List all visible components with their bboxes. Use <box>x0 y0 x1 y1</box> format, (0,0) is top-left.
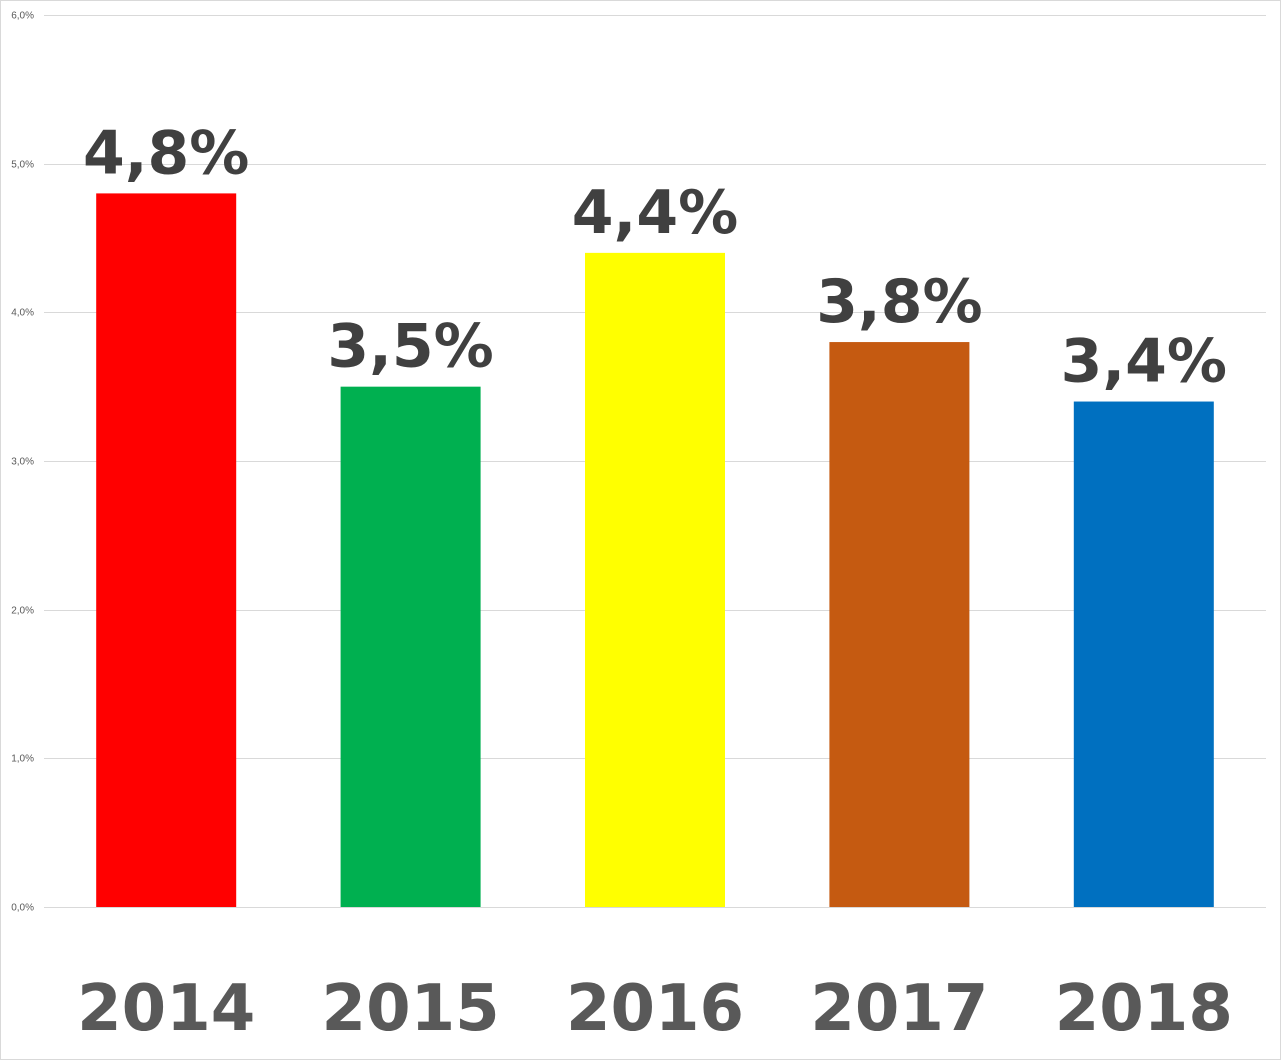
data-labels: 4,8% 3,5% 4,4% 3,8% 3,4% <box>83 118 1227 396</box>
data-label-2015: 3,5% <box>327 312 493 382</box>
bar-2014 <box>96 193 237 907</box>
data-label-2014: 4,8% <box>83 118 249 188</box>
y-axis-tick-labels: 0,0% 1,0% 2,0% 3,0% 4,0% 5,0% 6,0% <box>11 11 34 914</box>
bar-2018 <box>1073 401 1214 907</box>
y-tick-label: 2,0% <box>11 606 34 617</box>
y-tick-label: 1,0% <box>11 754 34 765</box>
data-label-2016: 4,4% <box>572 178 738 248</box>
bar-2017 <box>829 342 970 908</box>
category-label-2014: 2014 <box>77 972 255 1046</box>
bar-2015 <box>340 386 481 908</box>
y-tick-label: 3,0% <box>11 457 34 468</box>
y-tick-label: 0,0% <box>11 903 34 914</box>
x-axis-category-labels: 2014 2015 2016 2017 2018 <box>77 972 1233 1046</box>
category-label-2018: 2018 <box>1055 972 1233 1046</box>
bar-2016 <box>585 252 725 907</box>
data-label-2018: 3,4% <box>1061 327 1227 397</box>
category-label-2016: 2016 <box>566 972 744 1046</box>
category-label-2017: 2017 <box>810 972 988 1046</box>
y-tick-label: 6,0% <box>11 11 34 22</box>
bars <box>96 193 1214 908</box>
y-tick-label: 4,0% <box>11 308 34 319</box>
category-label-2015: 2015 <box>322 972 500 1046</box>
data-label-2017: 3,8% <box>816 267 982 337</box>
y-tick-label: 5,0% <box>11 160 34 171</box>
